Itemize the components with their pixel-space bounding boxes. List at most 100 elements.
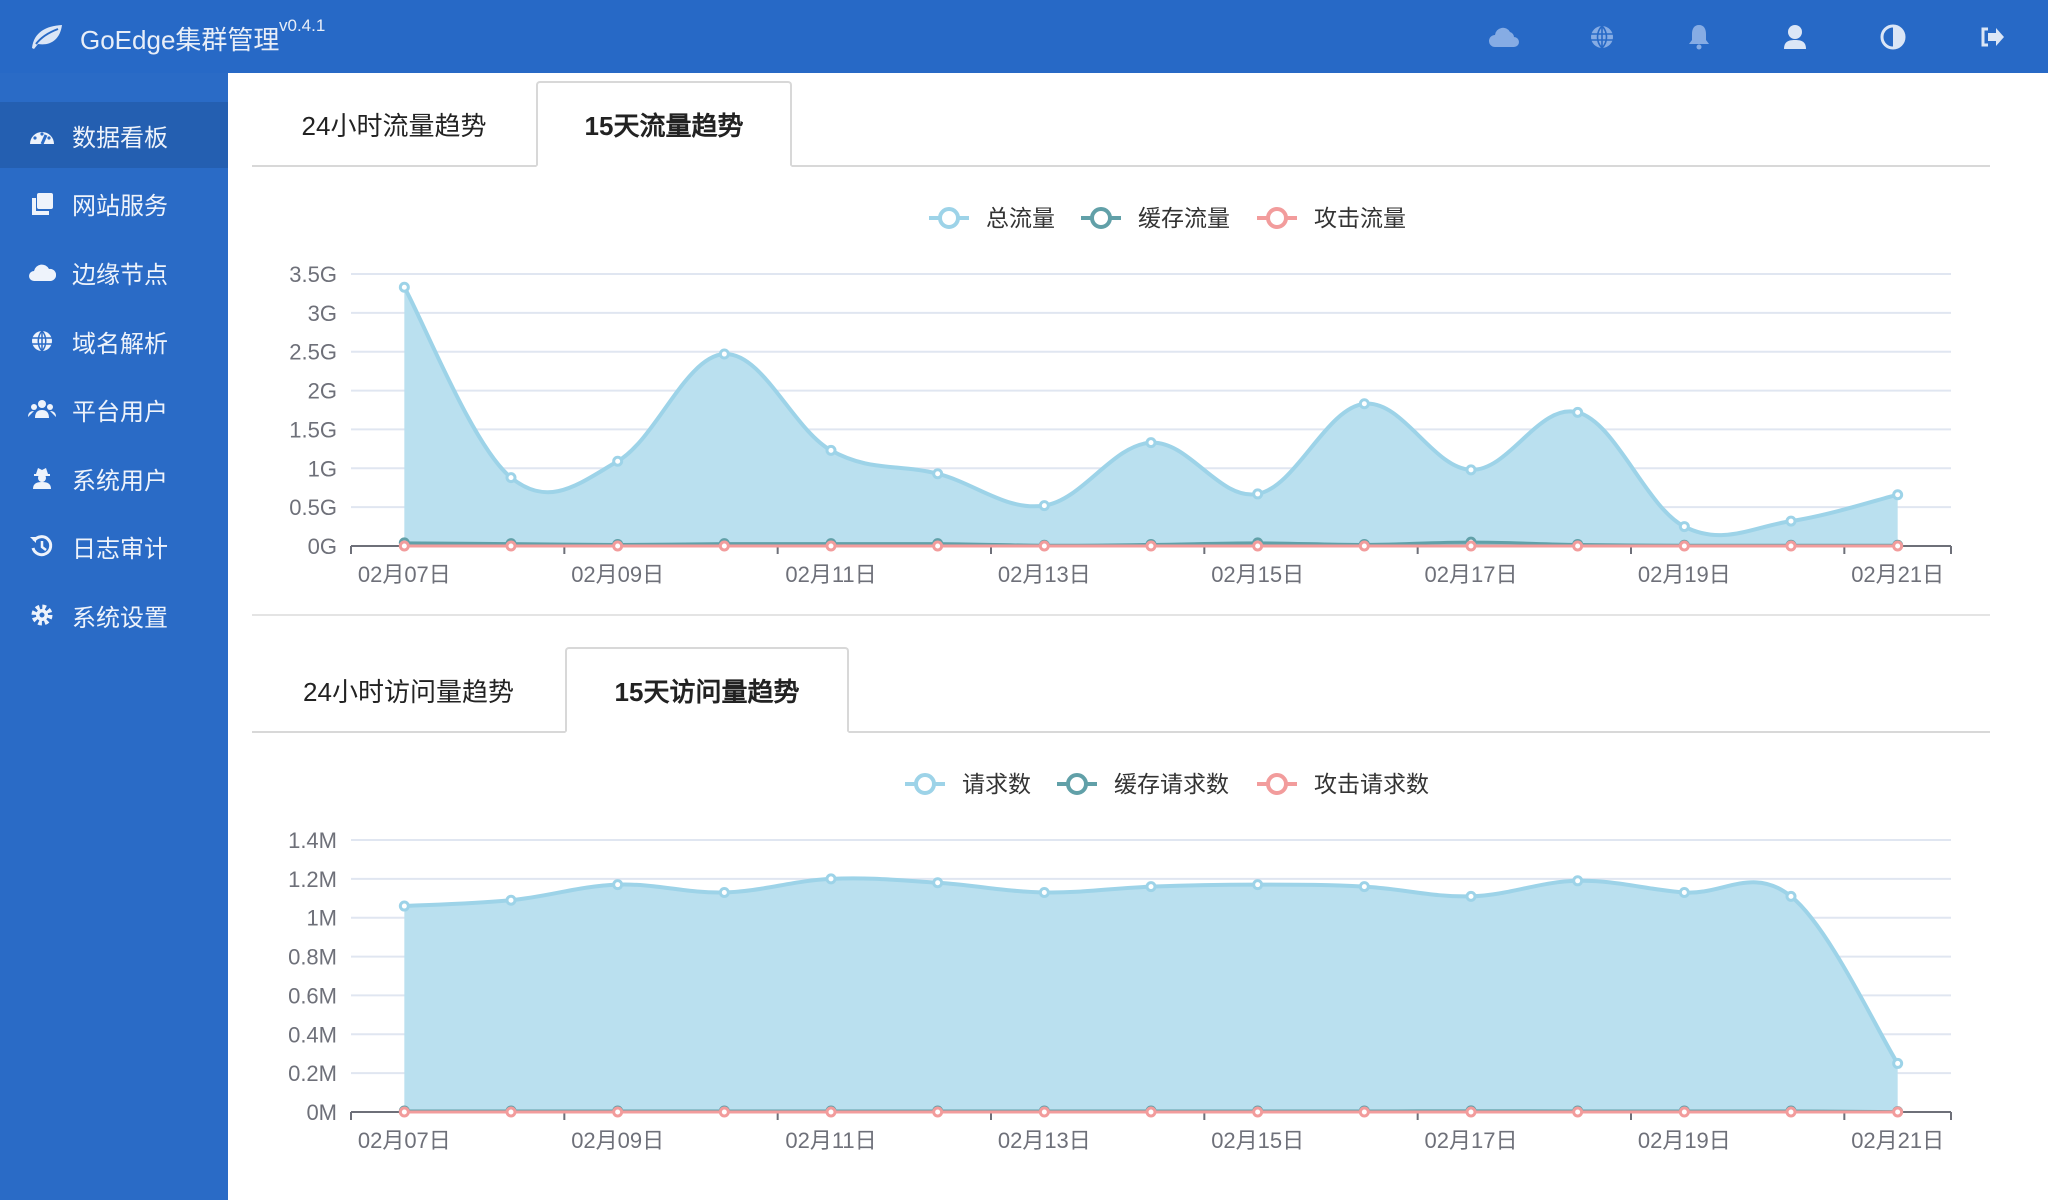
data-point[interactable] — [505, 540, 517, 552]
data-point[interactable] — [718, 886, 730, 898]
data-point[interactable] — [718, 348, 730, 360]
tab-24h-requests[interactable]: 24小时访问量趋势 — [303, 676, 514, 707]
y-tick-label: 1G — [308, 456, 337, 481]
sidebar-item-4[interactable]: 平台用户 — [0, 376, 228, 442]
data-point[interactable] — [1252, 1106, 1264, 1118]
legend-item-0[interactable]: 请求数 — [905, 771, 1031, 797]
globe-icon[interactable] — [1586, 22, 1618, 52]
data-point[interactable] — [1892, 1106, 1904, 1118]
cloud-icon — [29, 264, 56, 281]
data-point[interactable] — [1038, 886, 1050, 898]
legend-item-0[interactable]: 总流量 — [929, 205, 1055, 231]
data-point[interactable] — [1785, 515, 1797, 527]
data-point[interactable] — [1892, 540, 1904, 552]
data-point[interactable] — [1145, 540, 1157, 552]
app-title[interactable]: GoEdge集群管理 — [80, 25, 280, 55]
legend-item-2[interactable]: 攻击流量 — [1257, 205, 1406, 231]
data-point[interactable] — [612, 455, 624, 467]
data-point[interactable] — [1678, 886, 1690, 898]
data-point[interactable] — [1252, 488, 1264, 500]
data-point[interactable] — [1892, 489, 1904, 501]
sidebar-item-5[interactable]: 系统用户 — [0, 445, 228, 511]
app-version: v0.4.1 — [279, 16, 326, 35]
data-point[interactable] — [612, 1106, 624, 1118]
sidebar-item-0[interactable]: 数据看板 — [0, 102, 228, 168]
legend-item-1[interactable]: 缓存请求数 — [1057, 771, 1229, 797]
data-point[interactable] — [398, 540, 410, 552]
sidebar-item-6[interactable]: 日志审计 — [0, 513, 228, 579]
legend-item-1[interactable]: 缓存流量 — [1081, 205, 1230, 231]
data-point[interactable] — [932, 1106, 944, 1118]
data-point[interactable] — [612, 540, 624, 552]
data-point[interactable] — [1572, 875, 1584, 887]
data-point[interactable] — [1465, 464, 1477, 476]
data-point[interactable] — [932, 540, 944, 552]
x-tick-label: 02月21日 — [1851, 562, 1944, 587]
legend-label: 总流量 — [986, 205, 1055, 231]
data-point[interactable] — [612, 879, 624, 891]
data-point[interactable] — [1678, 540, 1690, 552]
data-point[interactable] — [1145, 437, 1157, 449]
data-point[interactable] — [1785, 890, 1797, 902]
y-tick-label: 1.5G — [289, 417, 337, 442]
data-point[interactable] — [1145, 881, 1157, 893]
data-point[interactable] — [398, 900, 410, 912]
data-point[interactable] — [1038, 540, 1050, 552]
y-tick-label: 0.4M — [288, 1022, 337, 1047]
x-tick-label: 02月19日 — [1638, 1128, 1731, 1153]
x-tick-label: 02月11日 — [785, 562, 876, 587]
legend-label: 缓存请求数 — [1114, 771, 1229, 797]
data-point[interactable] — [505, 472, 517, 484]
data-point[interactable] — [1252, 540, 1264, 552]
tab-15d-requests[interactable]: 15天访问量趋势 — [565, 647, 849, 733]
data-point[interactable] — [1678, 521, 1690, 533]
data-point[interactable] — [1678, 1106, 1690, 1118]
data-point[interactable] — [1145, 1106, 1157, 1118]
sidebar-item-7[interactable]: 系统设置 — [0, 582, 228, 648]
sidebar-item-1[interactable]: 网站服务 — [0, 170, 228, 236]
data-point[interactable] — [825, 444, 837, 456]
data-point[interactable] — [1572, 406, 1584, 418]
sidebar-item-3[interactable]: 域名解析 — [0, 308, 228, 374]
data-point[interactable] — [825, 873, 837, 885]
data-point[interactable] — [1038, 500, 1050, 512]
data-point[interactable] — [505, 894, 517, 906]
data-point[interactable] — [1358, 398, 1370, 410]
x-tick-label: 02月19日 — [1638, 562, 1731, 587]
data-point[interactable] — [398, 281, 410, 293]
data-point[interactable] — [825, 1106, 837, 1118]
data-point[interactable] — [1358, 881, 1370, 893]
data-point[interactable] — [1252, 879, 1264, 891]
data-point[interactable] — [1892, 1057, 1904, 1069]
legend-item-2[interactable]: 攻击请求数 — [1257, 771, 1429, 797]
cloud-icon[interactable] — [1488, 22, 1520, 52]
data-point[interactable] — [398, 1106, 410, 1118]
data-point[interactable] — [1572, 540, 1584, 552]
sidebar-item-2[interactable]: 边缘节点 — [0, 239, 228, 305]
data-point[interactable] — [505, 1106, 517, 1118]
logout-icon[interactable] — [1976, 22, 2008, 52]
data-point[interactable] — [825, 540, 837, 552]
data-point[interactable] — [1785, 1106, 1797, 1118]
data-point[interactable] — [932, 877, 944, 889]
x-tick-label: 02月15日 — [1211, 562, 1304, 587]
bell-icon[interactable] — [1683, 22, 1715, 52]
data-point[interactable] — [1785, 540, 1797, 552]
y-tick-label: 3G — [308, 301, 337, 326]
tab-15d-traffic[interactable]: 15天流量趋势 — [536, 81, 792, 167]
data-point[interactable] — [1572, 1106, 1584, 1118]
contrast-icon[interactable] — [1877, 22, 1909, 52]
data-point[interactable] — [1038, 1106, 1050, 1118]
tab-24h-traffic[interactable]: 24小时流量趋势 — [301, 110, 487, 141]
data-point[interactable] — [718, 1106, 730, 1118]
data-point[interactable] — [1465, 1106, 1477, 1118]
y-tick-label: 0.6M — [288, 983, 337, 1008]
data-point[interactable] — [1465, 540, 1477, 552]
data-point[interactable] — [718, 540, 730, 552]
requests-chart: 请求数 缓存请求数 攻击请求数 0M 0.2M 0.4M 0.6M 0.8M 1M 1.2M 1.4… — [288, 771, 1952, 1153]
data-point[interactable] — [1465, 890, 1477, 902]
data-point[interactable] — [1358, 540, 1370, 552]
user-icon[interactable] — [1779, 22, 1811, 52]
data-point[interactable] — [932, 468, 944, 480]
data-point[interactable] — [1358, 1106, 1370, 1118]
